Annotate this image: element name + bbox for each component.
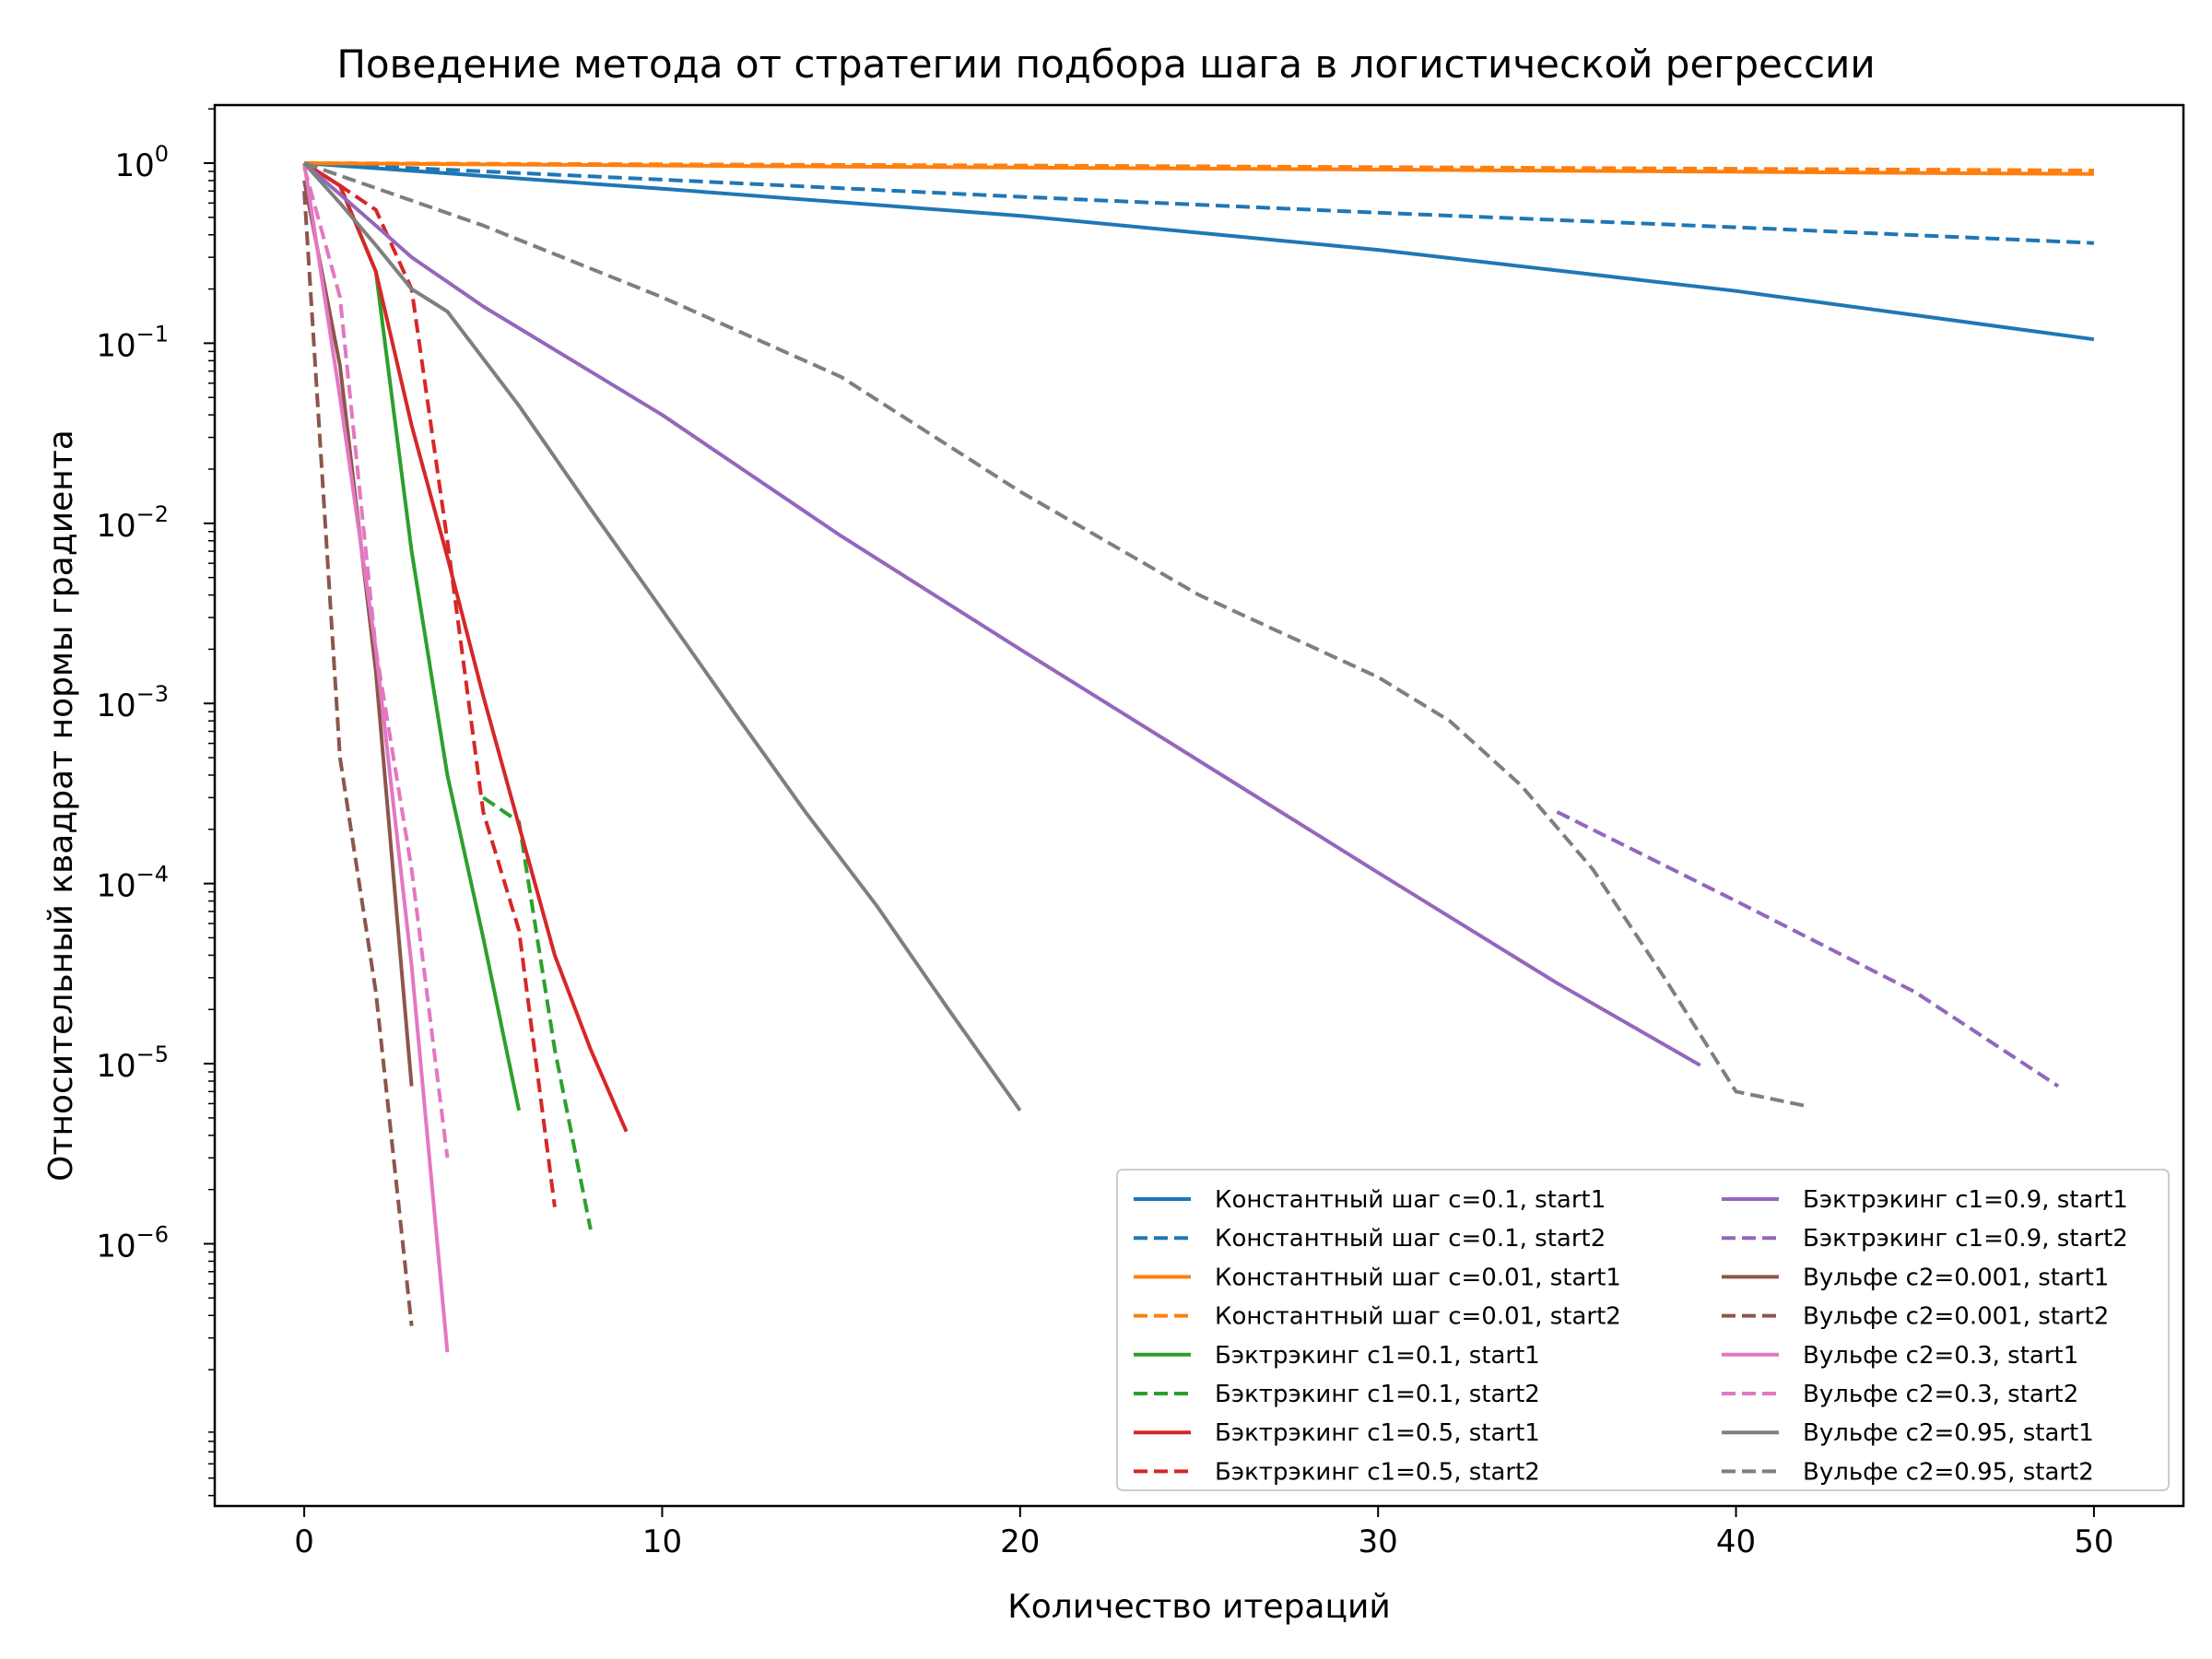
series-line-16 [303, 161, 1808, 1109]
series-line-8 [303, 161, 557, 1207]
series-line-6 [482, 795, 593, 1230]
legend-label: Вульфе c2=0.001, start1 [1803, 1264, 2109, 1291]
series-line-14 [302, 166, 450, 1159]
legend-label: Бэктрэкинг c1=0.1, start1 [1215, 1342, 1540, 1370]
series-line-12 [302, 191, 414, 1326]
legend-label: Константный шаг c=0.1, start2 [1215, 1225, 1606, 1253]
legend-entry: Константный шаг c=0.1, start2 [1134, 1225, 1606, 1253]
plot-frame [213, 103, 2185, 1508]
y-tick-label: 100 [114, 141, 169, 184]
legend-entry: Бэктрэкинг c1=0.9, start2 [1722, 1225, 2128, 1253]
legend-label: Константный шаг c=0.01, start1 [1215, 1264, 1621, 1291]
y-tick-label: 10−2 [96, 501, 169, 545]
series-line-4 [304, 161, 2094, 172]
y-tick-label: 10−3 [96, 681, 169, 724]
legend-entry: Бэктрэкинг c1=0.9, start1 [1722, 1186, 2128, 1214]
legend-entry: Бэктрэкинг c1=0.1, start1 [1134, 1342, 1540, 1370]
series-line-13 [302, 162, 450, 1353]
legend-entry: Вульфе c2=0.001, start2 [1722, 1303, 2109, 1331]
x-tick-label: 0 [294, 1524, 314, 1560]
y-tick-label: 10−1 [96, 321, 169, 364]
legend-entry: Константный шаг c=0.01, start1 [1134, 1264, 1621, 1291]
y-axis-label: Относительный квадрат нормы градиента [42, 429, 80, 1182]
x-tick-label: 40 [1716, 1524, 1756, 1560]
x-axis: 0 10 20 30 40 50 [294, 1506, 2114, 1560]
legend-label: Вульфе c2=0.95, start1 [1803, 1419, 2094, 1447]
series-line-15 [302, 161, 1022, 1112]
legend-entry: Бэктрэкинг c1=0.1, start2 [1134, 1381, 1540, 1408]
legend-entry: Бэктрэкинг c1=0.5, start2 [1134, 1458, 1540, 1486]
legend-box [1116, 1169, 2170, 1491]
series-line-11 [302, 180, 414, 1087]
legend-entry: Вульфе c2=0.95, start1 [1722, 1419, 2094, 1447]
series-line-1 [303, 161, 2095, 342]
legend-label: Бэктрэкинг c1=0.9, start1 [1803, 1186, 2128, 1214]
legend-label: Вульфе c2=0.3, start1 [1803, 1342, 2078, 1370]
series-line-7 [303, 161, 629, 1133]
legend-entry: Константный шаг c=0.1, start1 [1134, 1186, 1606, 1214]
series-line-9 [302, 161, 1701, 1067]
series-line-2 [304, 161, 2094, 245]
legend-label: Вульфе c2=0.001, start2 [1803, 1303, 2109, 1331]
legend-label: Константный шаг c=0.01, start2 [1215, 1303, 1621, 1331]
legend-entry: Вульфе c2=0.95, start2 [1722, 1458, 2094, 1486]
legend-label: Константный шаг c=0.1, start1 [1215, 1186, 1606, 1214]
y-tick-label: 10−5 [96, 1041, 169, 1085]
legend-label: Бэктрэкинг c1=0.1, start2 [1215, 1381, 1540, 1408]
legend-entry: Бэктрэкинг c1=0.5, start1 [1134, 1419, 1540, 1447]
x-tick-label: 20 [1000, 1524, 1040, 1560]
y-axis: 100 10−1 10−2 10−3 10−4 10−5 10−6 [96, 108, 215, 1497]
legend-entry: Вульфе c2=0.001, start1 [1722, 1264, 2109, 1291]
legend-entry: Вульфе c2=0.3, start2 [1722, 1381, 2078, 1408]
series-line-10 [1556, 810, 2060, 1088]
legend-label: Вульфе c2=0.95, start2 [1803, 1458, 2094, 1486]
legend-entry: Константный шаг c=0.01, start2 [1134, 1303, 1621, 1331]
x-tick-label: 10 [642, 1524, 682, 1560]
legend-entry: Вульфе c2=0.3, start1 [1722, 1342, 2078, 1370]
legend-label: Бэктрэкинг c1=0.5, start1 [1215, 1419, 1540, 1447]
legend-label: Вульфе c2=0.3, start2 [1803, 1381, 2078, 1408]
x-axis-label: Количество итераций [1007, 1588, 1391, 1626]
legend: Константный шаг c=0.1, start1 Константный… [1116, 1169, 2170, 1491]
x-tick-label: 30 [1359, 1524, 1398, 1560]
x-tick-label: 50 [2074, 1524, 2113, 1560]
series-lines [302, 161, 2095, 1353]
legend-label: Бэктрэкинг c1=0.5, start2 [1215, 1458, 1540, 1486]
series-line-3 [304, 161, 2094, 176]
y-tick-label: 10−4 [96, 862, 169, 905]
legend-label: Бэктрэкинг c1=0.9, start2 [1803, 1225, 2128, 1253]
chart-title: Поведение метода от стратегии подбора ша… [336, 41, 1875, 87]
y-tick-label: 10−6 [96, 1221, 169, 1265]
